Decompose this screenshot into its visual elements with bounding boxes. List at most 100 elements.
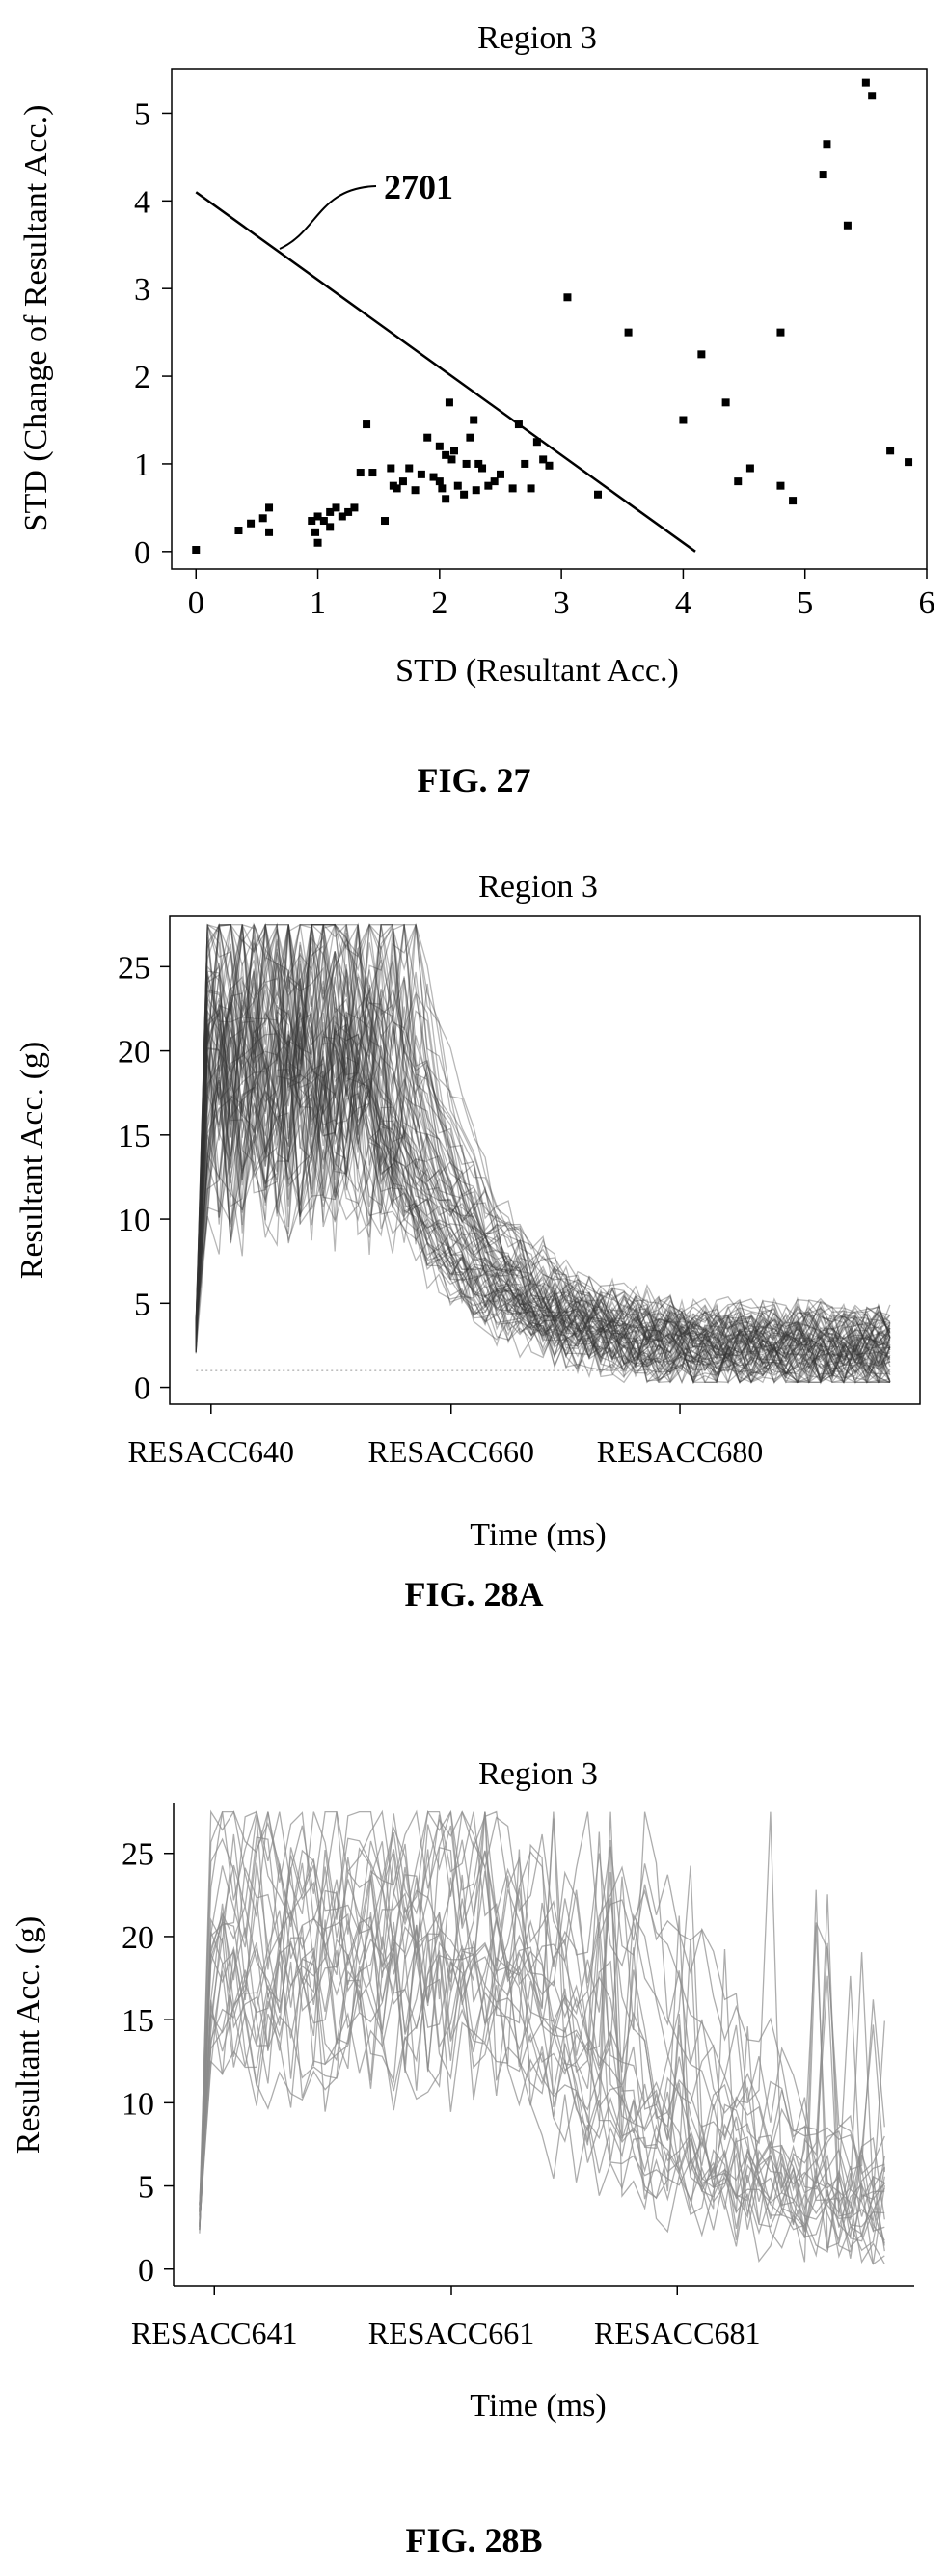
series-trace	[195, 922, 891, 1354]
y-tick-label: 0	[134, 535, 150, 571]
scatter-point	[356, 469, 365, 477]
fig28b-traces	[199, 1809, 885, 2265]
fig28a-chart: Region 3 0 5 10 15 20 25 RESACC640 RESACC660 RES…	[14, 869, 921, 1553]
x-tick-label: 6	[919, 585, 935, 621]
fig28a-traces	[195, 922, 891, 1385]
scatter-point	[319, 517, 328, 526]
scatter-point	[417, 470, 425, 478]
scatter-point	[429, 473, 438, 481]
series-trace	[195, 1024, 891, 1375]
scatter-point	[313, 512, 322, 521]
scatter-point	[819, 171, 827, 179]
series-trace	[195, 923, 891, 1382]
scatter-point	[472, 486, 480, 495]
series-trace	[195, 989, 891, 1347]
series-trace	[195, 1007, 890, 1349]
series-trace	[195, 1003, 890, 1379]
y-tick-label: 25	[122, 1837, 154, 1873]
series-trace	[195, 1006, 891, 1385]
series-trace	[195, 1016, 891, 1358]
series-trace	[195, 996, 890, 1375]
scatter-point	[423, 433, 432, 442]
scatter-point	[234, 527, 243, 535]
scatter-point	[462, 459, 471, 468]
series-trace	[195, 992, 891, 1365]
y-tick-label: 4	[134, 184, 150, 220]
scatter-point	[545, 461, 554, 470]
fig28b-ticks: 0 5 10 15 20 25 RESACC641 RESACC661 RESACC681	[122, 1803, 914, 2350]
scatter-point	[478, 464, 487, 473]
series-trace	[199, 1910, 885, 2251]
x-tick-label: 5	[797, 585, 813, 621]
scatter-point	[563, 293, 572, 302]
scatter-point	[484, 481, 493, 490]
series-trace	[195, 924, 891, 1385]
series-trace	[199, 1876, 885, 2231]
scatter-point	[776, 481, 785, 490]
scatter-point	[679, 416, 688, 424]
fig28a-xlabel: Time (ms)	[470, 1517, 606, 1553]
series-trace	[195, 924, 891, 1355]
scatter-point	[411, 486, 420, 495]
series-trace	[199, 1849, 885, 2259]
fig27-chart: Region 3 0 1 2 3 4 5 6 0 1 2 3 4 5 2701 STD (Resulta…	[18, 20, 935, 689]
x-tick-label: 2	[431, 585, 447, 621]
scatter-point	[466, 433, 474, 442]
x-tick-label: 3	[554, 585, 570, 621]
series-trace	[199, 1811, 885, 2220]
scatter-point	[594, 490, 603, 499]
series-trace	[199, 1950, 885, 2252]
fig28b-title: Region 3	[478, 1756, 598, 1792]
scatter-point	[905, 458, 913, 467]
series-trace	[195, 923, 890, 1384]
series-trace	[195, 924, 891, 1364]
scatter-point	[393, 484, 401, 493]
series-trace	[195, 942, 891, 1360]
scatter-point	[474, 459, 483, 468]
y-tick-label: 15	[118, 1119, 150, 1154]
series-trace	[199, 1811, 885, 2242]
series-trace	[195, 1040, 891, 1385]
scatter-point	[868, 92, 877, 100]
fig27-plot-frame	[171, 68, 928, 570]
series-trace	[195, 988, 891, 1379]
scatter-point	[886, 447, 895, 455]
fig27-xlabel: STD (Resultant Acc.)	[395, 653, 679, 689]
series-trace	[199, 1846, 885, 2232]
x-tick-label: RESACC660	[368, 1434, 534, 1469]
series-trace	[195, 922, 891, 1370]
scatter-point	[258, 514, 267, 523]
x-tick-label: 1	[310, 585, 326, 621]
series-trace	[195, 928, 891, 1348]
series-trace	[195, 924, 891, 1343]
scatter-point	[449, 447, 458, 455]
x-tick-label: RESACC640	[128, 1434, 294, 1469]
series-trace	[195, 922, 891, 1383]
series-trace	[195, 1023, 891, 1345]
series-trace	[195, 924, 891, 1358]
series-trace	[195, 938, 891, 1385]
y-tick-label: 25	[118, 950, 150, 986]
scatter-point	[521, 459, 529, 468]
x-tick-label: RESACC681	[594, 2316, 760, 2350]
series-trace	[195, 1001, 891, 1379]
series-trace	[195, 995, 891, 1384]
scatter-point	[265, 503, 274, 512]
scatter-point	[442, 495, 450, 503]
y-tick-label: 1	[134, 447, 150, 483]
y-tick-label: 3	[134, 272, 150, 308]
series-trace	[195, 923, 891, 1384]
fig28a-plot-frame	[169, 915, 921, 1405]
series-trace	[195, 979, 891, 1377]
scatter-point	[496, 470, 504, 478]
series-trace	[195, 1002, 891, 1377]
y-tick-label: 5	[134, 96, 150, 132]
series-trace	[195, 984, 891, 1383]
fig27-title: Region 3	[477, 20, 597, 56]
series-trace	[199, 1909, 885, 2244]
series-trace	[195, 923, 891, 1384]
scatter-point	[490, 477, 499, 486]
series-trace	[195, 1030, 891, 1377]
series-trace	[195, 948, 891, 1385]
fig28a-ticks: 0 5 10 15 20 25 RESACC640 RESACC660 RESACC680	[118, 950, 763, 1469]
